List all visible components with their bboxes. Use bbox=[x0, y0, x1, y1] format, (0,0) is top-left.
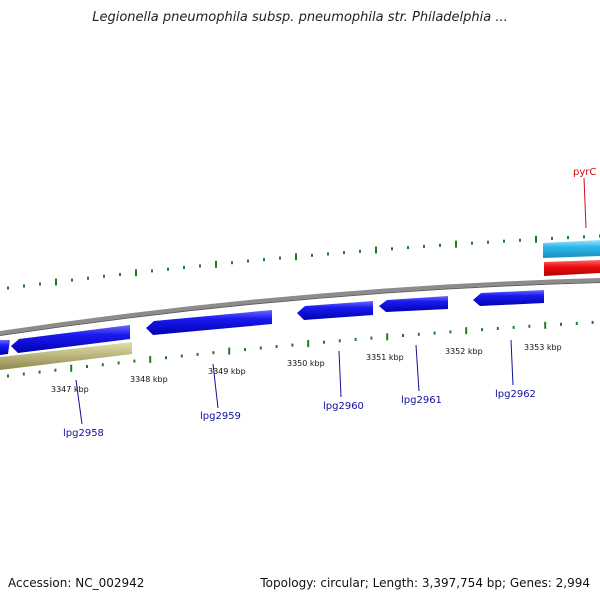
scale-label: 3347 kbp bbox=[51, 385, 89, 394]
scale-labels: 3347 kbp 3348 kbp 3349 kbp 3350 kbp 3351… bbox=[51, 343, 562, 394]
accession-text: Accession: NC_002942 bbox=[8, 576, 145, 590]
gene-arrow[interactable] bbox=[379, 296, 448, 312]
rna-feature-red[interactable] bbox=[544, 260, 600, 276]
inner-tick-row bbox=[7, 320, 594, 378]
outer-tick-row bbox=[7, 234, 600, 290]
gene-arrow[interactable] bbox=[297, 301, 373, 320]
khaki-feature[interactable] bbox=[0, 342, 132, 370]
pyrC-leader bbox=[583, 177, 587, 229]
scale-label: 3349 kbp bbox=[208, 367, 246, 376]
gene-label-leaders bbox=[75, 339, 514, 425]
gene-arrow[interactable] bbox=[146, 310, 272, 335]
gene-arrows bbox=[0, 290, 544, 355]
gene-label-lpg2959[interactable]: lpg2959 bbox=[200, 411, 241, 422]
genome-backbone-shade bbox=[0, 282, 600, 336]
gene-label-lpg2958[interactable]: lpg2958 bbox=[63, 428, 104, 439]
gene-label-pyrC[interactable]: pyrC bbox=[573, 167, 596, 178]
genome-backbone bbox=[0, 278, 600, 335]
gene-arrow[interactable] bbox=[11, 325, 130, 353]
gene-labels: lpg2958 lpg2959 lpg2960 lpg2961 lpg2962 bbox=[63, 389, 536, 439]
scale-label: 3351 kbp bbox=[366, 353, 404, 362]
gene-label-lpg2961[interactable]: lpg2961 bbox=[401, 395, 442, 406]
topology-summary: Topology: circular; Length: 3,397,754 bp… bbox=[260, 576, 590, 590]
gene-label-lpg2960[interactable]: lpg2960 bbox=[323, 401, 364, 412]
gene-arrow[interactable] bbox=[0, 340, 10, 355]
scale-label: 3348 kbp bbox=[130, 375, 168, 384]
gene-arrow[interactable] bbox=[473, 290, 544, 306]
map-title: Legionella pneumophila subsp. pneumophil… bbox=[92, 10, 508, 25]
scale-label: 3353 kbp bbox=[524, 343, 562, 352]
scale-label: 3352 kbp bbox=[445, 347, 483, 356]
rna-feature-cyan[interactable] bbox=[543, 240, 600, 258]
gene-label-lpg2962[interactable]: lpg2962 bbox=[495, 389, 536, 400]
scale-label: 3350 kbp bbox=[287, 359, 325, 368]
